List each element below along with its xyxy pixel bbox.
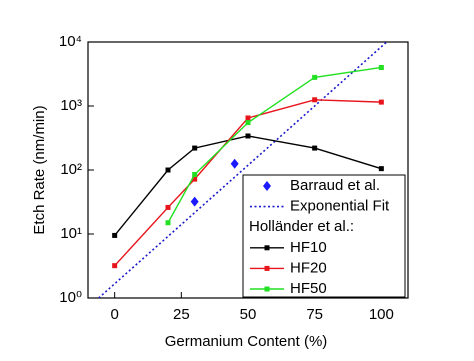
- data-point: [230, 158, 239, 169]
- x-tick-label: 25: [173, 306, 190, 323]
- data-point: [190, 196, 199, 207]
- y-axis-label: Etch Rate (nm/min): [31, 105, 48, 234]
- data-point: [192, 145, 198, 151]
- data-point: [112, 263, 118, 269]
- y-tick-label: 10⁴: [59, 33, 82, 50]
- data-point: [378, 166, 384, 172]
- legend-marker: [264, 245, 270, 251]
- data-point: [245, 120, 251, 126]
- data-point: [312, 97, 318, 103]
- data-point: [165, 220, 171, 226]
- data-point: [378, 64, 384, 70]
- series-line: [98, 41, 388, 299]
- legend-label: HF20: [290, 259, 327, 276]
- x-tick-label: 75: [306, 306, 323, 323]
- legend-box: [242, 174, 406, 298]
- data-point: [245, 133, 251, 139]
- data-point: [192, 176, 198, 182]
- x-tick-label: 100: [369, 306, 394, 323]
- y-tick-label: 10⁰: [59, 289, 82, 306]
- y-tick-label: 10¹: [60, 225, 82, 242]
- y-tick-label: 10³: [60, 97, 82, 114]
- x-tick-label: 50: [240, 306, 257, 323]
- legend-title: Holländer et al.:: [249, 218, 354, 235]
- legend-label: Exponential Fit: [290, 198, 390, 215]
- legend-marker: [263, 181, 271, 191]
- data-point: [312, 74, 318, 80]
- data-point: [312, 145, 318, 151]
- data-point: [112, 232, 118, 238]
- legend-marker: [264, 286, 270, 292]
- legend-marker: [264, 265, 270, 271]
- data-point: [165, 167, 171, 173]
- y-tick-label: 10²: [60, 161, 82, 178]
- data-point: [192, 172, 198, 178]
- data-point: [245, 115, 251, 121]
- x-axis-label: Germanium Content (%): [165, 333, 328, 350]
- x-tick-label: 0: [110, 306, 118, 323]
- legend-label: Barraud et al.: [290, 177, 380, 194]
- legend-label: HF10: [290, 239, 327, 256]
- data-point: [378, 99, 384, 105]
- legend-label: HF50: [290, 280, 327, 297]
- series-line: [114, 135, 382, 236]
- data-point: [165, 204, 171, 210]
